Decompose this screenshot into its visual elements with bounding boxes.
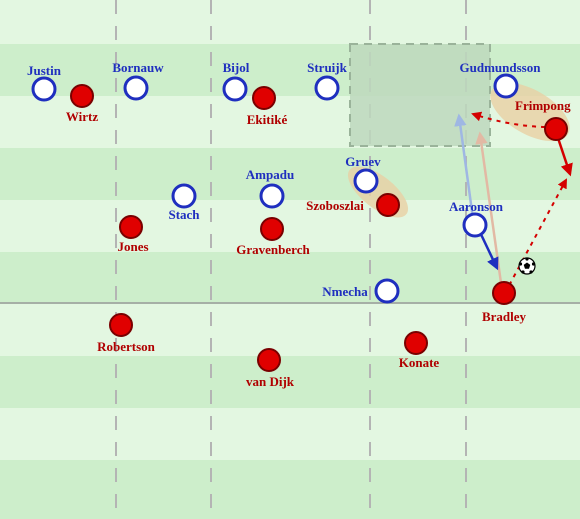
player-struijk: Struijk: [307, 60, 348, 101]
player-gudmundsson: Gudmundsson: [460, 60, 542, 99]
player-bijol: Bijol: [222, 60, 250, 102]
player-label: Bijol: [223, 60, 250, 75]
player-justin: Justin: [27, 63, 62, 102]
player-label: Jones: [117, 239, 148, 254]
red-team: Wirtz Ekitiké Frimpong Szoboszlai Jones …: [66, 84, 571, 389]
player-bornauw: Bornauw: [112, 60, 164, 101]
player-szoboszlai: Szoboszlai: [306, 193, 400, 217]
highlighted-space-zone: [349, 43, 491, 147]
player-label: Bornauw: [112, 60, 164, 75]
player-ampadu: Ampadu: [246, 167, 294, 209]
player-label: Gravenberch: [236, 242, 310, 257]
player-ekitike: Ekitiké: [247, 86, 288, 127]
player-label: Ampadu: [246, 167, 294, 182]
player-van-dijk: van Dijk: [246, 348, 295, 389]
player-label: Gruev: [345, 154, 381, 169]
player-konate: Konate: [399, 331, 440, 370]
player-wirtz: Wirtz: [66, 84, 98, 124]
soccer-ball-icon: [518, 257, 536, 275]
player-label: Frimpong: [515, 98, 571, 113]
player-nmecha: Nmecha: [322, 278, 400, 304]
player-label: Bradley: [482, 309, 527, 324]
player-aaronson: Aaronson: [449, 199, 504, 238]
pass-arrow-to-frimpong: [504, 178, 567, 294]
blue-team: Justin Bornauw Bijol Struijk Gudmundsson…: [27, 60, 542, 304]
player-label: Justin: [27, 63, 62, 78]
player-label: Nmecha: [322, 284, 368, 299]
player-jones: Jones: [117, 215, 149, 254]
run-arrow-light-blue: [454, 113, 476, 227]
player-label: Aaronson: [449, 199, 504, 214]
player-label: Robertson: [97, 339, 156, 354]
player-label: Szoboszlai: [306, 198, 364, 213]
player-label: Gudmundsson: [460, 60, 542, 75]
player-gruev: Gruev: [345, 154, 381, 194]
player-label: Konate: [399, 355, 440, 370]
frimpong-run-arrow: [556, 137, 573, 177]
movement-arrows: [454, 111, 573, 294]
player-label: Struijk: [307, 60, 348, 75]
player-label: Wirtz: [66, 109, 98, 124]
player-stach: Stach: [168, 183, 200, 222]
player-label: Stach: [168, 207, 200, 222]
player-robertson: Robertson: [97, 313, 156, 354]
player-label: Ekitiké: [247, 112, 288, 127]
player-label: van Dijk: [246, 374, 295, 389]
pass-arrow-into-space: [471, 111, 546, 128]
player-bradley: Bradley: [482, 281, 527, 324]
player-frimpong: Frimpong: [515, 98, 571, 141]
player-gravenberch: Gravenberch: [236, 217, 310, 257]
